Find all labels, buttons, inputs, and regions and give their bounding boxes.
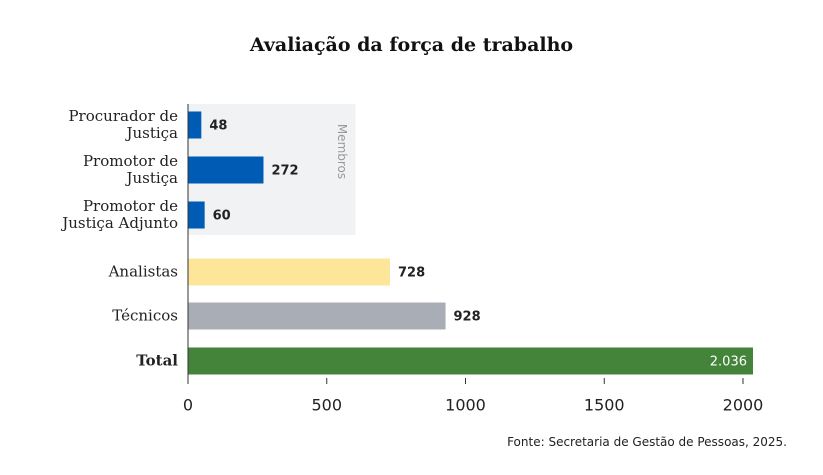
x-tick-label: 500: [311, 396, 342, 415]
bar: [188, 156, 264, 184]
value-label: 272: [271, 164, 298, 179]
x-tick-label: 0: [183, 396, 193, 415]
source-note: Fonte: Secretaria de Gestão de Pessoas, …: [507, 435, 787, 449]
bar: [188, 201, 205, 229]
bar: [188, 111, 202, 139]
category-label: Procurador de Justiça: [68, 107, 178, 142]
value-label: 2.036: [710, 355, 747, 370]
x-tick-label: 2000: [723, 396, 764, 415]
bar: [188, 347, 753, 375]
category-label: Promotor de Justiça: [82, 152, 178, 187]
category-label: Analistas: [108, 262, 178, 281]
chart-title: Avaliação da força de trabalho: [249, 34, 574, 56]
bar: [188, 258, 391, 286]
category-label: Total: [136, 351, 178, 370]
value-label: 60: [213, 209, 231, 224]
bar: [188, 302, 446, 330]
category-label: Técnicos: [112, 306, 178, 325]
x-tick-label: 1500: [584, 396, 625, 415]
value-label: 48: [209, 119, 227, 134]
value-label: 928: [454, 310, 481, 325]
x-tick-label: 1000: [445, 396, 486, 415]
group-label: Membros: [335, 124, 349, 179]
value-label: 728: [398, 266, 425, 281]
category-label: Promotor de Justiça Adjunto: [62, 197, 178, 232]
